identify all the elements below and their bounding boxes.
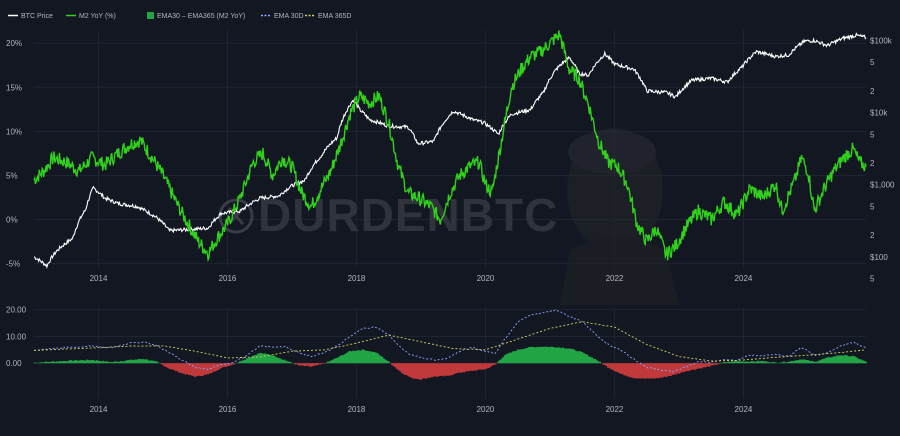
x-tick-label-bottom: 2018 (348, 405, 366, 414)
x-tick-label-top: 2018 (348, 274, 366, 283)
right-tick-label: $1,000 (870, 181, 895, 190)
right-tick-label: 2 (870, 159, 875, 168)
right-tick-label: 2 (870, 87, 875, 96)
left-tick-label: 20% (6, 39, 22, 48)
x-tick-label-top: 2024 (735, 274, 753, 283)
right-tick-label: 2 (870, 231, 875, 240)
legend-label: EMA 365D (318, 13, 351, 20)
x-tick-label-top: 2016 (219, 274, 237, 283)
left-tick-label: 0% (6, 216, 18, 225)
histogram-bar (494, 363, 496, 364)
right-tick-label: $100k (870, 37, 893, 46)
left-tick-label: 10% (6, 127, 22, 136)
right-tick-label: 5 (870, 202, 875, 211)
x-tick-label-bottom: 2020 (477, 405, 495, 414)
x-tick-label-top: 2022 (606, 274, 624, 283)
right-tick-label: 5 (870, 58, 875, 67)
left-tick-label: 15% (6, 83, 22, 92)
ema365-line (34, 322, 866, 361)
legend: BTC Price M2 YoY (%) EMA30 – EMA365 (M2 Yo… (8, 12, 351, 20)
histogram-bar (718, 363, 720, 364)
right-tick-label: 5 (870, 275, 875, 284)
histogram-bar (865, 362, 867, 363)
legend-label: EMA30 – EMA365 (M2 YoY) (157, 13, 245, 20)
legend-label: BTC Price (21, 13, 53, 20)
left-tick-label: 5% (6, 171, 18, 180)
legend-swatch (147, 12, 154, 19)
histogram-bar (599, 362, 601, 363)
x-tick-label-bottom: 2014 (90, 405, 108, 414)
x-tick-label-bottom: 2022 (606, 405, 624, 414)
legend-label: EMA 30D (274, 13, 304, 20)
legend-label: M2 YoY (%) (79, 13, 116, 20)
x-tick-label-top: 2020 (477, 274, 495, 283)
right-tick-label: 5 (870, 130, 875, 139)
histogram-bar (388, 361, 390, 363)
bottom-tick-label: 10.00 (6, 332, 27, 341)
x-tick-label-bottom: 2016 (219, 405, 237, 414)
x-tick-label-bottom: 2024 (735, 405, 753, 414)
left-tick-label: -5% (6, 260, 20, 269)
bottom-tick-label: 20.00 (6, 306, 27, 315)
right-tick-label: $100 (870, 253, 888, 262)
bottom-tick-label: 0.00 (6, 359, 22, 368)
histogram-bar (157, 362, 159, 363)
right-tick-label: $10k (870, 109, 888, 118)
x-tick-label-top: 2014 (90, 274, 108, 283)
